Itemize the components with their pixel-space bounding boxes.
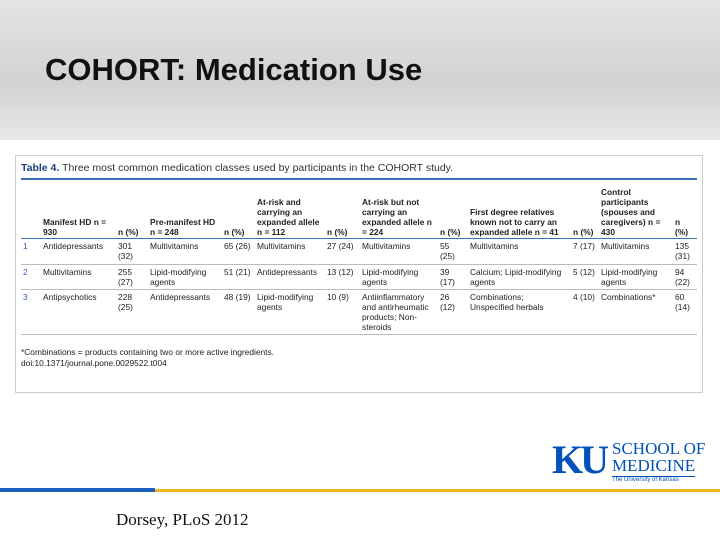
citation: Dorsey, PLoS 2012 xyxy=(116,510,249,529)
table-row: 3 Antipsychotics 228 (25) Antidepressants 48… xyxy=(21,289,697,336)
slide-title: COHORT: Medication Use xyxy=(45,52,423,87)
table-cell: Antiinflammatory and antirheumatic produ… xyxy=(360,289,438,336)
column-header: n (%) xyxy=(222,186,255,240)
column-header: At-risk but not carrying an expanded all… xyxy=(360,186,438,240)
table-cell: 39 (17) xyxy=(438,264,468,290)
table-cell: 13 (12) xyxy=(325,264,360,290)
logo-mark: KU xyxy=(552,437,609,482)
table-cell: Multivitamins xyxy=(468,238,571,265)
caption-text: Three most common medication classes use… xyxy=(62,162,454,174)
table-cell: Multivitamins xyxy=(599,238,673,265)
table-cell: Lipid-modifying agents xyxy=(599,264,673,290)
logo-subline: The University of Kansas xyxy=(612,477,679,483)
table-figure: Table 4. Three most common medication cl… xyxy=(15,155,703,393)
table-cell: Multivitamins xyxy=(255,238,325,265)
table-cell: 48 (19) xyxy=(222,289,255,336)
table-cell: 27 (24) xyxy=(325,238,360,265)
column-header: n (%) xyxy=(571,186,599,240)
column-header: n (%) xyxy=(438,186,468,240)
header-row: Manifest HD n = 930 n (%) Pre-manifest HD … xyxy=(21,186,697,240)
table-cell: Multivitamins xyxy=(360,238,438,265)
table-cell: 228 (25) xyxy=(116,289,148,336)
row-number: 1 xyxy=(21,238,41,265)
table-cell: Combinations; Unspecified herbals xyxy=(468,289,571,336)
table-cell: 10 (9) xyxy=(325,289,360,336)
table-cell: Multivitamins xyxy=(41,264,116,290)
table-body: 1 Antidepressants 301 (32) Multivitamins 65 … xyxy=(21,238,697,336)
table-cell: Lipid-modifying agents xyxy=(360,264,438,290)
logo-line: MEDICINE xyxy=(612,456,696,477)
column-header: First degree relatives known not to carr… xyxy=(468,186,571,240)
column-header: n (%) xyxy=(116,186,148,240)
column-header: At-risk and carrying an expanded allele … xyxy=(255,186,325,240)
table-caption: Table 4. Three most common medication cl… xyxy=(21,162,697,180)
table-row: 1 Antidepressants 301 (32) Multivitamins 65 … xyxy=(21,238,697,265)
table-cell: Calcium; Lipid-modifying agents xyxy=(468,264,571,290)
table-cell: 255 (27) xyxy=(116,264,148,290)
table-cell: 4 (10) xyxy=(571,289,599,336)
table-cell: 7 (17) xyxy=(571,238,599,265)
row-number: 2 xyxy=(21,264,41,290)
column-header: n (%) xyxy=(325,186,360,240)
table-cell: 301 (32) xyxy=(116,238,148,265)
table-cell: Lipid-modifying agents xyxy=(255,289,325,336)
column-header: Control participants (spouses and caregi… xyxy=(599,186,673,240)
table-cell: 26 (12) xyxy=(438,289,468,336)
table-cell: Combinations* xyxy=(599,289,673,336)
accent-line xyxy=(0,488,155,492)
table-cell: Lipid-modifying agents xyxy=(148,264,222,290)
column-header: Pre-manifest HD n = 248 xyxy=(148,186,222,240)
table-notes: *Combinations = products containing two … xyxy=(21,347,697,369)
table-cell: 94 (22) xyxy=(673,264,697,290)
table-cell: Antidepressants xyxy=(255,264,325,290)
table-cell: 65 (26) xyxy=(222,238,255,265)
accent-line xyxy=(155,489,720,492)
table-cell: Multivitamins xyxy=(148,238,222,265)
doi: doi:10.1371/journal.pone.0029522.t004 xyxy=(21,357,167,368)
table-row: 2 Multivitamins 255 (27) Lipid-modifying ag… xyxy=(21,264,697,290)
title-band xyxy=(0,0,720,140)
column-header xyxy=(21,186,41,240)
row-number: 3 xyxy=(21,289,41,336)
table: Manifest HD n = 930 n (%) Pre-manifest HD … xyxy=(21,186,697,336)
footnote: *Combinations = products containing two … xyxy=(21,347,275,358)
logo-line: SCHOOL OF xyxy=(612,439,706,458)
table-cell: 55 (25) xyxy=(438,238,468,265)
table-cell: 60 (14) xyxy=(673,289,697,336)
column-header: n (%) xyxy=(673,186,697,240)
table-cell: Antipsychotics xyxy=(41,289,116,336)
table-cell: 51 (21) xyxy=(222,264,255,290)
table-cell: Antidepressants xyxy=(148,289,222,336)
table-cell: Antidepressants xyxy=(41,238,116,265)
caption-label: Table 4. xyxy=(21,162,60,174)
table-cell: 5 (12) xyxy=(571,264,599,290)
table-cell: 135 (31) xyxy=(673,238,697,265)
column-header: Manifest HD n = 930 xyxy=(41,186,116,240)
